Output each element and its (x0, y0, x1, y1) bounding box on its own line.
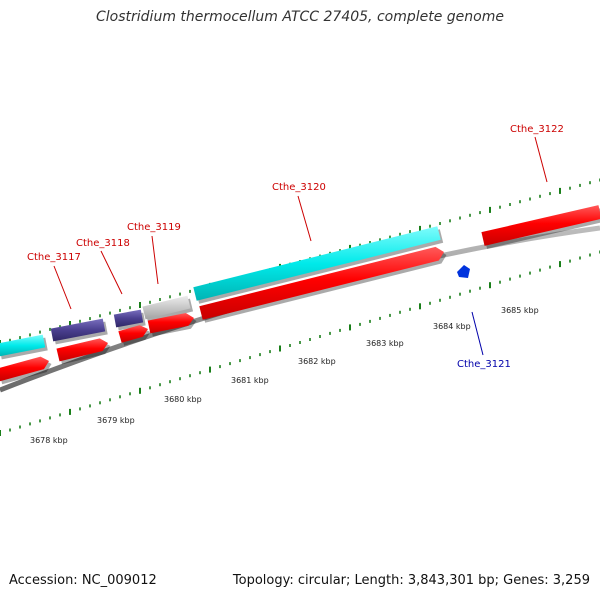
kbp-scale-labels: 3678 kbp 3679 kbp 3680 kbp 3681 kbp 3682 kbp… (30, 306, 539, 445)
kbp-label: 3682 kbp (298, 357, 336, 366)
callout-line (534, 136, 548, 183)
gene-red-3117 (56, 338, 111, 365)
gene-callouts: Cthe_3117 Cthe_3118 Cthe_3119 Cthe_3120 Cthe… (27, 124, 564, 370)
minus-feature-3121 (457, 265, 470, 278)
callout-line (53, 265, 72, 310)
gene-red-left (0, 356, 52, 385)
kbp-label: 3685 kbp (501, 306, 539, 315)
inner-tick-row (0, 250, 600, 436)
gene-label: Cthe_3121 (457, 359, 511, 370)
callout-line (151, 235, 159, 285)
forward-cds-cyan-left (0, 334, 48, 360)
gene-red-3120 (199, 246, 447, 323)
kbp-label: 3680 kbp (164, 395, 202, 404)
genome-title: Clostridium thermocellum ATCC 27405, com… (96, 9, 504, 25)
gene-red-3119 (147, 312, 197, 337)
forward-cds-gray-3119 (142, 295, 194, 323)
gene-red-3118 (118, 325, 151, 346)
kbp-label: 3684 kbp (433, 322, 471, 331)
gene-label: Cthe_3117 (27, 252, 81, 263)
gene-features (0, 205, 600, 385)
kbp-label: 3679 kbp (97, 416, 135, 425)
forward-cds-purple-3118 (113, 309, 146, 331)
kbp-label: 3678 kbp (30, 436, 68, 445)
callout-line (100, 250, 123, 295)
gene-label: Cthe_3120 (272, 182, 326, 193)
gene-red-3122 (481, 205, 600, 249)
forward-cds-purple-3117 (50, 318, 108, 345)
callout-line (471, 311, 484, 356)
gene-label: Cthe_3118 (76, 238, 130, 249)
gene-label: Cthe_3122 (510, 124, 564, 135)
genome-summary-text: Topology: circular; Length: 3,843,301 bp… (232, 573, 590, 588)
accession-text: Accession: NC_009012 (9, 573, 157, 588)
callout-line (297, 195, 312, 242)
kbp-label: 3681 kbp (231, 376, 269, 385)
kbp-label: 3683 kbp (366, 339, 404, 348)
gene-label: Cthe_3119 (127, 222, 181, 233)
forward-cds-cyan-3120 (193, 226, 444, 304)
